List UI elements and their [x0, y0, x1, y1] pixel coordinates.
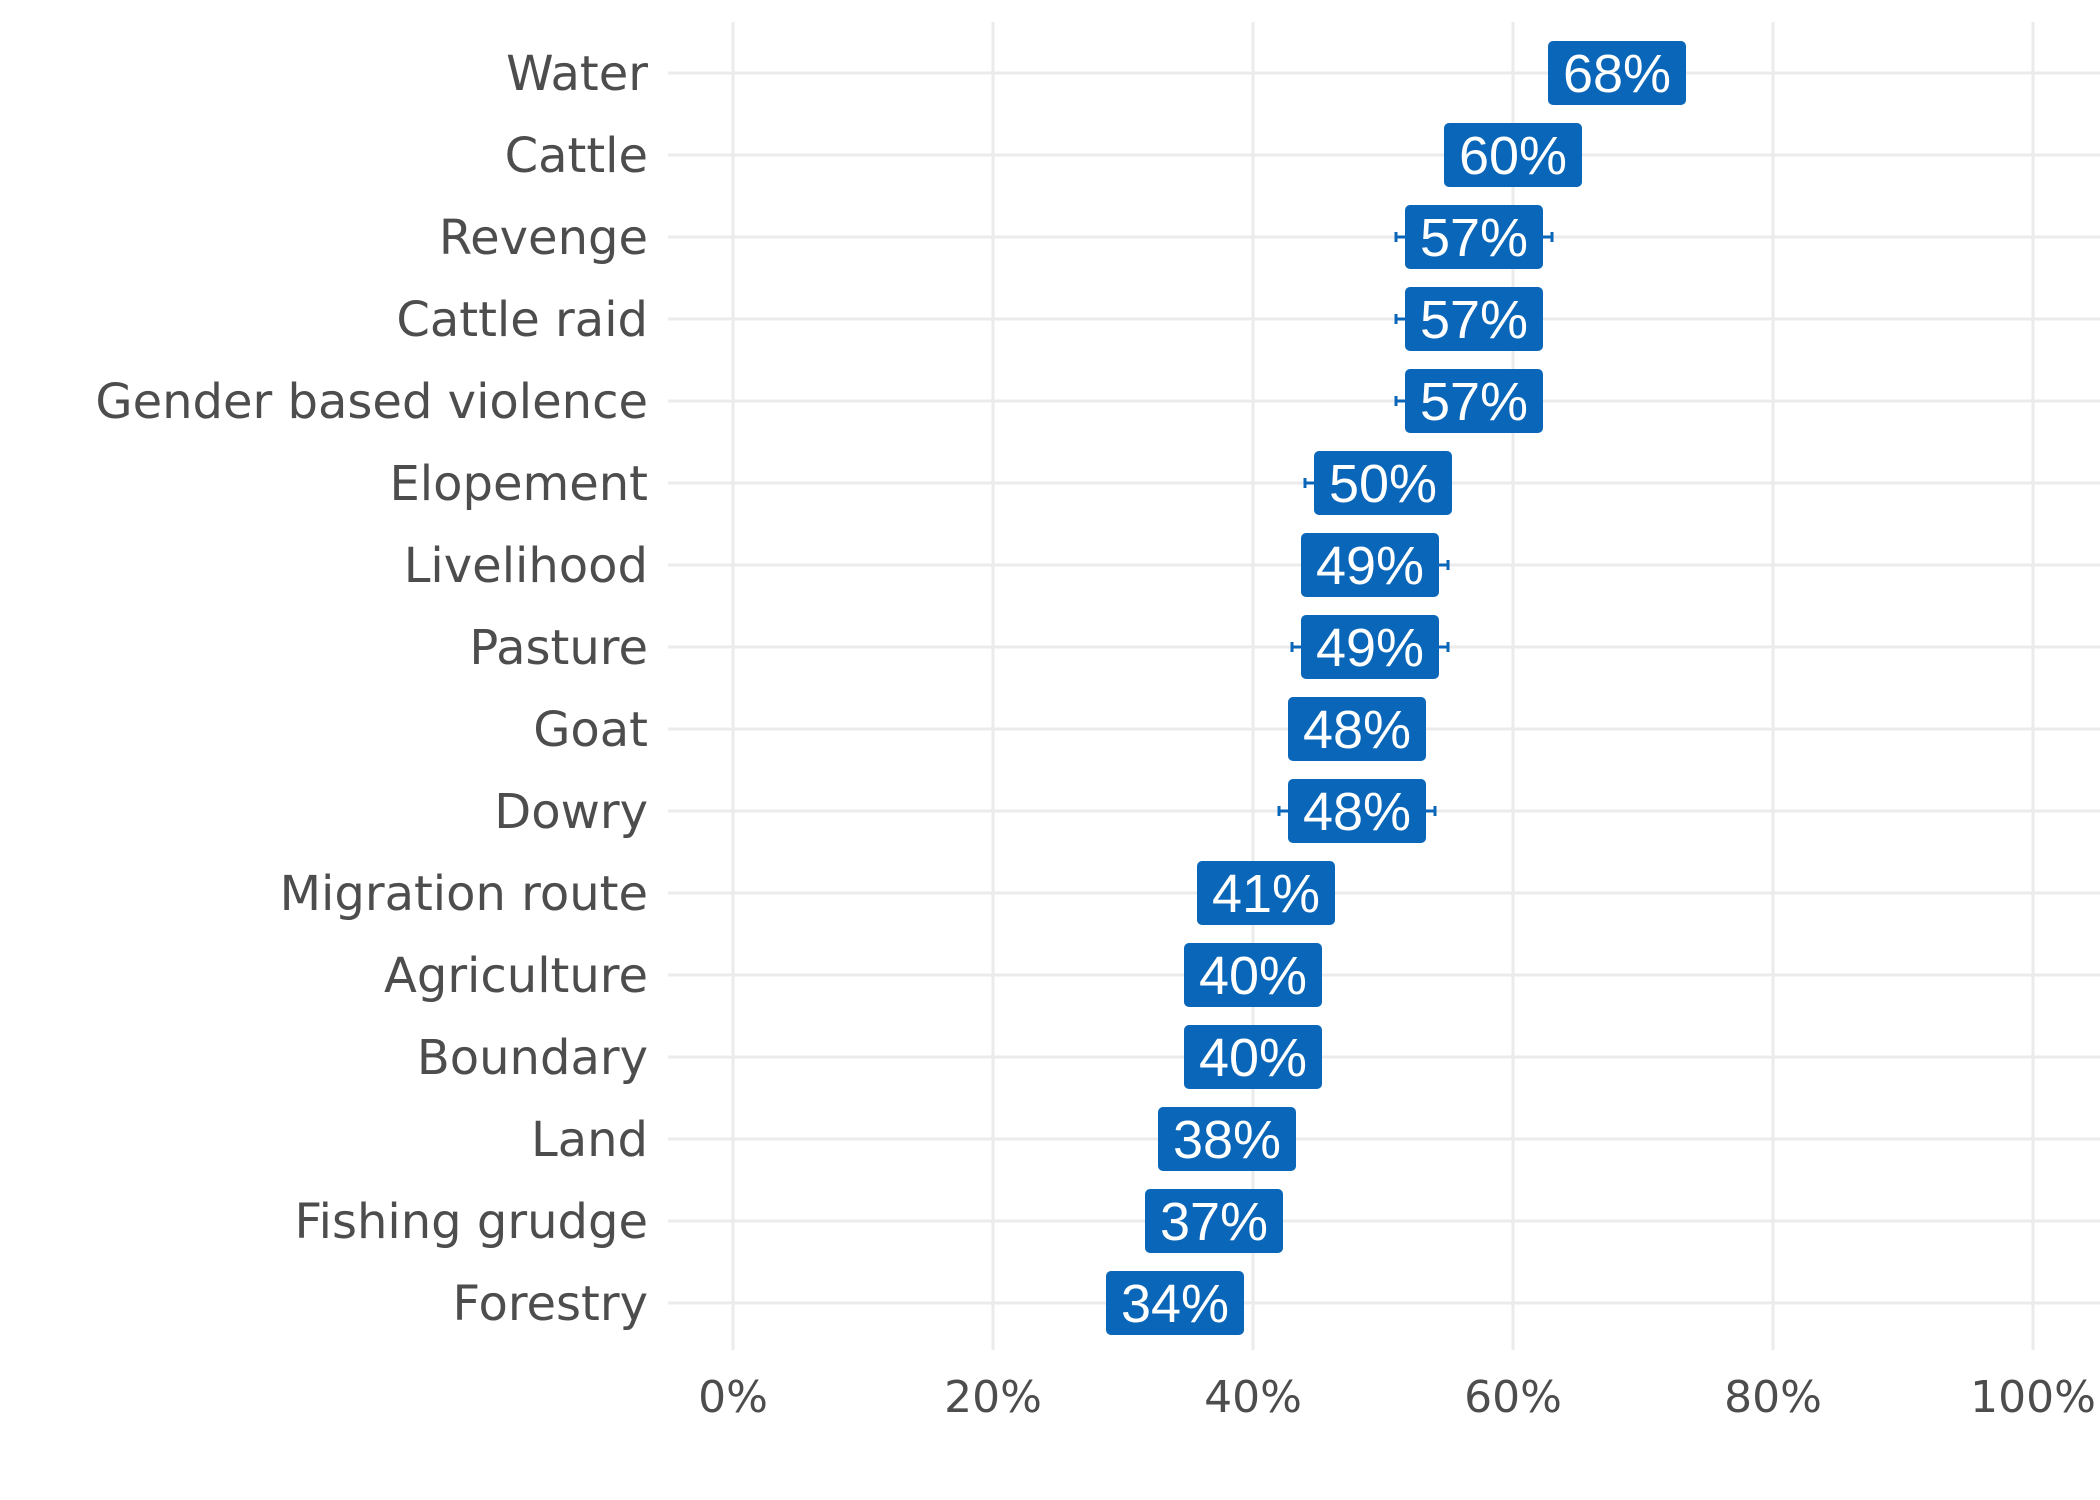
data-point: 48% [1288, 697, 1426, 761]
data-label-box [1288, 779, 1426, 843]
x-tick-label: 60% [1464, 1372, 1562, 1423]
category-label: Cattle [505, 128, 648, 184]
data-label-box [1197, 861, 1335, 925]
data-label: 57% [1420, 290, 1528, 350]
x-tick-label: 40% [1204, 1372, 1302, 1423]
data-point: 49% [1301, 533, 1439, 597]
data-label: 57% [1420, 372, 1528, 432]
data-label: 48% [1303, 782, 1411, 842]
data-label-box [1405, 369, 1543, 433]
x-tick-label: 20% [944, 1372, 1042, 1423]
category-label: Forestry [453, 1276, 648, 1332]
category-label: Elopement [389, 456, 648, 512]
data-label: 60% [1459, 126, 1567, 186]
category-label: Agriculture [384, 948, 648, 1004]
data-label: 40% [1199, 1028, 1307, 1088]
data-label-box [1444, 123, 1582, 187]
data-label-box [1314, 451, 1452, 515]
data-label-box [1184, 943, 1322, 1007]
data-point: 60% [1444, 123, 1582, 187]
category-axis: Water Cattle Revenge Cattle raid Gender base… [95, 46, 648, 1332]
category-label: Cattle raid [396, 292, 648, 348]
category-label: Boundary [417, 1030, 648, 1086]
data-point: 41% [1197, 861, 1335, 925]
x-axis: 0% 20% 40% 60% 80% 100% [698, 1372, 2096, 1423]
category-label: Water [506, 46, 648, 102]
data-label: 68% [1563, 44, 1671, 104]
category-label: Migration route [280, 866, 648, 922]
data-label: 34% [1121, 1274, 1229, 1334]
data-point: 57% [1405, 205, 1543, 269]
data-label-layer: 68% 60% 57% 57% 57% 50% 49% 49% 48% 48% 41% 40% 40% 3… [1106, 41, 1686, 1335]
data-label-box [1301, 533, 1439, 597]
x-tick-label: 80% [1724, 1372, 1822, 1423]
data-point: 49% [1301, 615, 1439, 679]
data-label: 37% [1160, 1192, 1268, 1252]
data-label-box [1158, 1107, 1296, 1171]
data-label-box [1405, 287, 1543, 351]
data-point: 68% [1548, 41, 1686, 105]
data-label: 49% [1316, 536, 1424, 596]
data-point: 57% [1405, 369, 1543, 433]
data-label-box [1405, 205, 1543, 269]
data-point: 37% [1145, 1189, 1283, 1253]
data-label: 49% [1316, 618, 1424, 678]
category-label: Dowry [494, 784, 648, 840]
data-label-box [1145, 1189, 1283, 1253]
data-label-box [1301, 615, 1439, 679]
category-label: Goat [533, 702, 648, 758]
data-point: 48% [1288, 779, 1426, 843]
data-label-box [1184, 1025, 1322, 1089]
data-label: 48% [1303, 700, 1411, 760]
data-label: 40% [1199, 946, 1307, 1006]
grid-layer [668, 22, 2100, 1350]
data-point: 40% [1184, 1025, 1322, 1089]
data-label-box [1288, 697, 1426, 761]
data-point: 57% [1405, 287, 1543, 351]
category-label: Pasture [469, 620, 648, 676]
category-label: Land [531, 1112, 648, 1168]
data-label: 57% [1420, 208, 1528, 268]
x-tick-label: 0% [698, 1372, 768, 1423]
data-point: 50% [1314, 451, 1452, 515]
category-label: Fishing grudge [295, 1194, 648, 1250]
data-point: 40% [1184, 943, 1322, 1007]
data-point: 34% [1106, 1271, 1244, 1335]
data-label: 41% [1212, 864, 1320, 924]
data-label: 38% [1173, 1110, 1281, 1170]
category-label: Livelihood [404, 538, 648, 594]
data-label-box [1548, 41, 1686, 105]
x-tick-label: 100% [1970, 1372, 2096, 1423]
data-label: 50% [1329, 454, 1437, 514]
data-label-box [1106, 1271, 1244, 1335]
data-point: 38% [1158, 1107, 1296, 1171]
category-label: Gender based violence [95, 374, 648, 430]
category-label: Revenge [439, 210, 648, 266]
